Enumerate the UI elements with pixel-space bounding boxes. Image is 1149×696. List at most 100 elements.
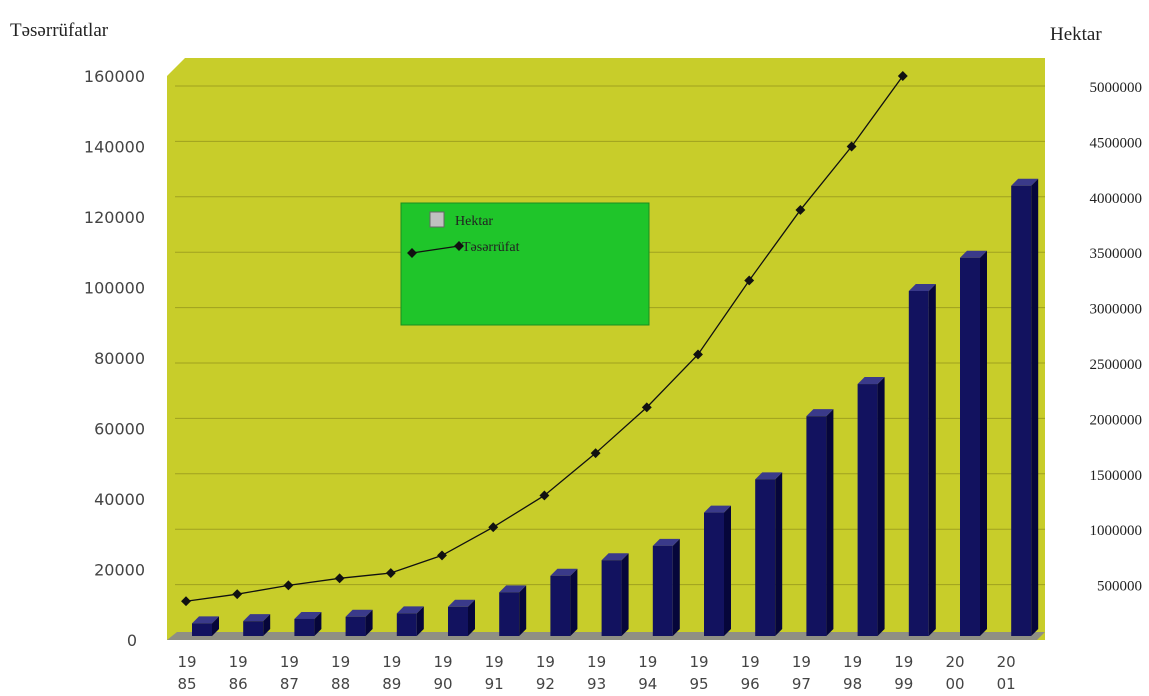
x-tick-label-top: 19: [433, 653, 452, 671]
left-axis-title: Təsərrüfatlar: [10, 20, 109, 41]
legend-marker-right: [454, 241, 464, 251]
line-point: [437, 550, 447, 561]
x-tick-label-top: 20: [997, 653, 1016, 671]
bar: [345, 609, 373, 636]
left-tick-label: 160000: [84, 67, 145, 86]
right-tick-label: 4500000: [1090, 135, 1143, 151]
x-tick-label-bottom: 87: [280, 675, 299, 693]
bar: [550, 568, 578, 636]
left-tick-label: 20000: [94, 561, 145, 580]
x-tick-label-top: 19: [792, 653, 811, 671]
x-tick-label-bottom: 88: [331, 675, 350, 693]
line-point: [385, 568, 396, 578]
line-point: [897, 71, 908, 81]
line-point: [846, 141, 857, 152]
right-tick-label: 2500000: [1090, 357, 1143, 373]
x-tick-label-top: 19: [536, 653, 555, 671]
line-point: [334, 573, 345, 584]
x-tick-label-bottom: 96: [741, 675, 760, 693]
right-axis-title: Hektar: [1050, 24, 1102, 45]
x-tick-label-bottom: 94: [638, 675, 657, 693]
legend-label-teserrufat: Təsərrüfat: [462, 240, 520, 255]
line-point: [539, 490, 550, 501]
x-tick-label-bottom: 00: [945, 675, 964, 693]
legend-swatch-hektar: [429, 211, 445, 228]
left-tick-label: 60000: [94, 420, 145, 439]
x-tick-label-top: 19: [638, 653, 657, 671]
bar: [755, 472, 783, 636]
line-point: [232, 589, 243, 600]
left-tick-label: 140000: [84, 138, 145, 157]
x-tick-label-top: 19: [280, 653, 299, 671]
x-tick-label-top: 19: [689, 653, 708, 671]
x-tick-label-top: 19: [485, 653, 504, 671]
legend-marker-left: [407, 248, 417, 258]
x-tick-label-bottom: 97: [792, 675, 811, 693]
bar: [499, 585, 527, 636]
bar-series: [192, 178, 1039, 637]
bar: [704, 505, 731, 636]
right-tick-label: 1000000: [1090, 523, 1143, 539]
line-point: [488, 522, 499, 533]
left-axis: 0 20000 40000 60000 80000 100000 120000 140000 1…: [84, 67, 145, 650]
x-axis: 19 85 19 86 19 87 19 88 19 89 19 90 19 91 19 92 19 93 19 94…: [177, 653, 1015, 693]
x-tick-label-bottom: 85: [177, 675, 196, 693]
bar: [857, 377, 885, 636]
legend-line-sample: [411, 245, 460, 254]
right-tick-label: 3500000: [1090, 246, 1143, 262]
bar: [1011, 178, 1039, 636]
left-tick-label: 120000: [84, 208, 145, 227]
x-tick-label-top: 19: [229, 653, 248, 671]
x-tick-label-bottom: 91: [485, 675, 504, 693]
right-tick-label: 4000000: [1090, 191, 1143, 207]
right-tick-label: 5000000: [1090, 80, 1143, 96]
left-tick-label: 80000: [94, 349, 145, 368]
x-tick-label-top: 19: [741, 653, 760, 671]
bar: [294, 611, 322, 636]
x-tick-label-top: 19: [587, 653, 606, 671]
x-tick-label-bottom: 93: [587, 675, 606, 693]
right-tick-label: 2000000: [1090, 412, 1143, 428]
left-tick-label: 40000: [94, 490, 145, 509]
x-tick-label-top: 19: [843, 653, 862, 671]
line-point: [590, 448, 601, 459]
x-tick-label-bottom: 98: [843, 675, 862, 693]
x-tick-label-bottom: 95: [689, 675, 708, 693]
x-tick-label-bottom: 89: [382, 675, 401, 693]
x-tick-label-top: 19: [382, 653, 401, 671]
right-tick-label: 500000: [1097, 579, 1142, 595]
x-tick-label-bottom: 90: [433, 675, 452, 693]
legend-label-hektar: Hektar: [455, 214, 493, 229]
left-tick-label: 100000: [84, 279, 145, 298]
line-point: [181, 596, 191, 607]
right-tick-label: 3000000: [1090, 302, 1143, 318]
bar: [652, 538, 680, 636]
legend: Hektar Təsərrüfat: [400, 202, 650, 326]
line-point: [283, 580, 294, 591]
line-point: [641, 402, 652, 413]
x-tick-label-top: 19: [177, 653, 196, 671]
bar: [192, 616, 219, 636]
x-tick-label-bottom: 92: [536, 675, 555, 693]
bar: [908, 283, 936, 636]
x-tick-label-bottom: 99: [894, 675, 913, 693]
bar: [396, 606, 424, 636]
bar: [960, 250, 987, 637]
line-point: [744, 275, 755, 286]
bar: [243, 614, 271, 636]
x-tick-label-bottom: 01: [997, 675, 1016, 693]
right-axis: 500000 1000000 1500000 2000000 2500000 300000…: [1090, 80, 1143, 595]
x-tick-label-top: 19: [894, 653, 913, 671]
bar: [806, 409, 834, 636]
left-tick-label: 0: [127, 631, 137, 650]
line-point: [795, 205, 806, 215]
bar: [448, 599, 475, 636]
x-tick-label-top: 19: [331, 653, 350, 671]
line-series: [181, 71, 908, 607]
right-tick-label: 1500000: [1090, 468, 1143, 484]
x-tick-label-bottom: 86: [229, 675, 248, 693]
bar: [601, 553, 629, 636]
line-point: [693, 349, 703, 360]
x-tick-label-top: 20: [945, 653, 964, 671]
